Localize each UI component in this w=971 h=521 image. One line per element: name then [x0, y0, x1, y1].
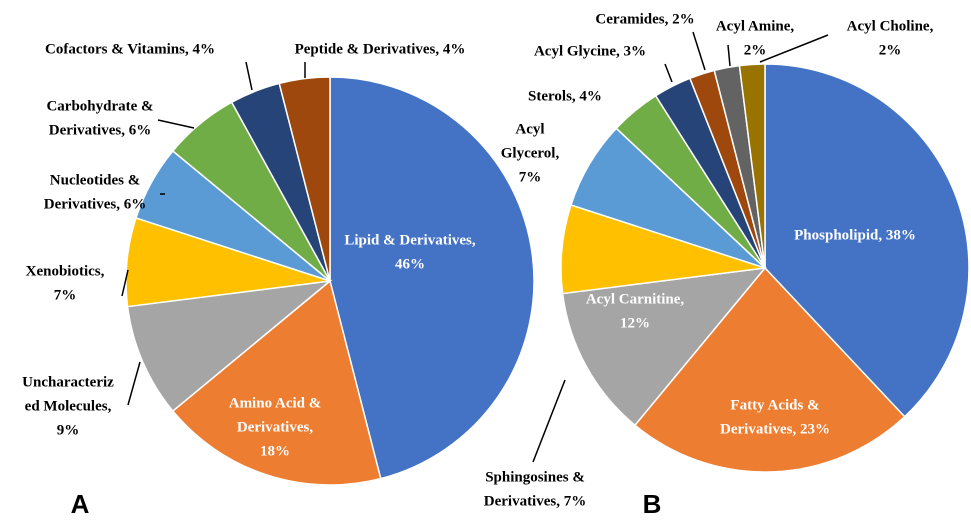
data-label: Derivatives, 6%: [49, 122, 151, 138]
panel-label: A: [71, 489, 90, 519]
data-label: 2%: [744, 42, 767, 58]
data-label: Peptide & Derivatives, 4%: [295, 41, 466, 57]
data-label: Sphingosines &: [485, 469, 585, 485]
data-label: Lipid & Derivatives,: [344, 232, 475, 248]
data-label: Acyl Glycine, 3%: [534, 43, 646, 59]
data-label: Amino Acid &: [229, 395, 322, 411]
pie-slice: [633, 266, 906, 473]
data-label: Phospholipid, 38%: [794, 227, 916, 243]
data-label: 2%: [879, 42, 902, 58]
data-label: Ceramides, 2%: [595, 11, 694, 27]
data-label: Fatty Acids &: [730, 397, 819, 413]
data-label: Cofactors & Vitamins, 4%: [45, 41, 215, 57]
data-label: ed Molecules,: [25, 398, 112, 414]
leader-line: [157, 119, 195, 129]
leader-line: [692, 31, 706, 71]
pie-slice: [764, 63, 970, 418]
data-label: 12%: [620, 315, 650, 331]
data-label: Sterols, 4%: [528, 88, 602, 104]
leader-line: [759, 34, 829, 63]
data-label: 7%: [519, 169, 542, 185]
data-label: Derivatives,: [237, 419, 313, 435]
leader-line: [121, 269, 129, 297]
data-label: Derivatives, 6%: [44, 196, 146, 212]
data-label: Acyl Choline,: [847, 18, 934, 34]
leader-line: [727, 44, 731, 67]
data-label: 9%: [57, 422, 80, 438]
data-label: Derivatives, 23%: [720, 421, 830, 437]
data-label: Acyl Carnitine,: [586, 291, 685, 307]
data-label: 18%: [260, 443, 290, 459]
pie-slice: [738, 63, 766, 269]
panel-label: B: [643, 489, 662, 519]
pie-slice: [126, 279, 333, 413]
data-label: Xenobiotics,: [26, 263, 105, 279]
leader-line: [532, 379, 566, 463]
leader-line: [664, 63, 673, 83]
pie-slice: [278, 76, 331, 282]
data-label: Uncharacteriz: [22, 374, 114, 390]
data-label: Acyl: [515, 121, 544, 137]
leader-line: [245, 61, 253, 91]
data-label: Derivatives, 7%: [484, 493, 586, 509]
data-label: 7%: [54, 287, 77, 303]
data-label: Carbohydrate &: [46, 98, 153, 114]
leader-line: [127, 361, 141, 406]
data-label: Acyl Amine,: [716, 18, 795, 34]
pie-slice: [329, 76, 535, 480]
data-label: Glycerol,: [501, 145, 560, 161]
data-label: 46%: [395, 256, 425, 272]
data-label: Nucleotides &: [50, 172, 140, 188]
pie-slice: [561, 267, 767, 427]
pie-slice: [171, 279, 382, 486]
